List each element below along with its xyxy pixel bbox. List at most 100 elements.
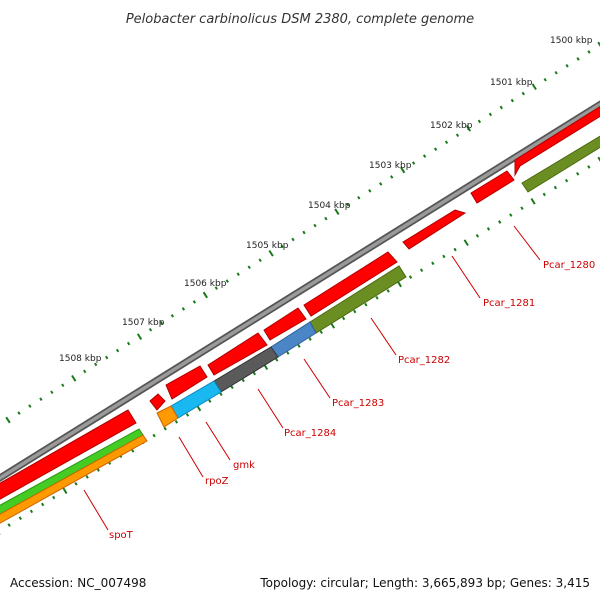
tick-label-1505: 1505 kbp — [246, 241, 289, 251]
minor-tick — [357, 195, 361, 200]
minor-tick — [554, 70, 558, 75]
minor-tick — [18, 516, 22, 521]
minor-tick — [61, 383, 65, 388]
minor-tick — [163, 426, 167, 431]
minor-tick — [258, 258, 262, 263]
gene-labels: Pcar_1280 Pcar_1281 Pcar_1282 Pcar_1283 … — [109, 260, 595, 541]
minor-tick — [576, 57, 580, 61]
minor-tick — [486, 227, 491, 231]
tick-label-1500: 1500 kbp — [550, 36, 593, 46]
category-track — [0, 135, 600, 524]
minor-tick — [302, 230, 306, 235]
minor-tick — [152, 433, 156, 438]
minor-tick — [419, 268, 424, 273]
minor-tick — [520, 206, 524, 211]
tick-label-1504: 1504 kbp — [308, 201, 351, 211]
minor-tick — [74, 481, 78, 486]
minor-tick — [115, 348, 120, 353]
minor-tick — [96, 468, 100, 472]
major-tick — [465, 124, 472, 132]
major-tick — [597, 156, 600, 162]
minor-tick — [444, 140, 449, 145]
minor-tick — [390, 175, 394, 179]
minor-tick — [236, 272, 240, 276]
major-tick — [463, 239, 469, 247]
minor-tick — [170, 314, 175, 318]
major-tick — [597, 41, 600, 47]
tick-label-1502: 1502 kbp — [430, 121, 473, 131]
minor-tick — [565, 64, 569, 68]
label-pcar-1282[interactable]: Pcar_1282 — [398, 355, 450, 366]
minor-tick — [50, 390, 54, 395]
minor-tick — [553, 185, 558, 190]
major-tick — [268, 249, 274, 257]
label-spot[interactable]: spoT — [109, 530, 134, 541]
minor-tick — [368, 189, 372, 193]
minor-tick — [353, 309, 357, 314]
minor-tick — [17, 411, 21, 415]
minor-tick — [411, 161, 416, 165]
minor-tick — [498, 220, 502, 224]
minor-tick — [542, 192, 546, 197]
minor-tick — [241, 378, 245, 383]
minor-tick — [375, 295, 379, 300]
gene-spot[interactable] — [0, 409, 137, 502]
minor-tick — [297, 344, 301, 348]
minor-tick — [587, 165, 591, 169]
accession-text: Accession: NC_007498 — [10, 576, 146, 590]
label-pcar-1284[interactable]: Pcar_1284 — [284, 428, 336, 439]
cat-pcar-1280 — [521, 135, 600, 193]
minor-tick — [174, 419, 179, 424]
gene-pcar-1280[interactable] — [514, 99, 600, 177]
label-pcar-1281[interactable]: Pcar_1281 — [483, 298, 535, 309]
minor-tick — [275, 357, 279, 362]
minor-tick — [433, 147, 438, 151]
minor-tick — [422, 154, 427, 158]
minor-tick — [7, 523, 11, 527]
minor-tick — [214, 286, 218, 290]
minor-tick — [181, 307, 186, 311]
minor-tick — [192, 300, 197, 304]
gene-pcar-1284[interactable] — [263, 307, 307, 341]
gene-pcar-1281[interactable] — [470, 170, 515, 204]
gene-pcar-1283[interactable] — [303, 251, 398, 317]
tick-label-1506: 1506 kbp — [184, 279, 227, 289]
minor-tick — [341, 316, 346, 321]
minor-tick — [208, 399, 212, 403]
label-pcar-1280[interactable]: Pcar_1280 — [543, 260, 595, 271]
minor-tick — [225, 279, 229, 283]
major-tick — [530, 197, 536, 205]
minor-tick — [185, 413, 190, 417]
tick-label-1503: 1503 kbp — [369, 161, 412, 171]
minor-tick — [364, 302, 368, 307]
gene-rpoz[interactable] — [165, 365, 208, 400]
minor-tick — [52, 495, 56, 500]
minor-tick — [386, 289, 390, 293]
gene-gmk[interactable] — [207, 332, 268, 376]
minor-tick — [286, 351, 290, 355]
gene-small[interactable] — [149, 393, 166, 411]
major-tick — [334, 208, 340, 216]
minor-tick — [291, 237, 295, 242]
cat-rpoz — [156, 405, 179, 428]
label-pcar-1283[interactable]: Pcar_1283 — [332, 398, 384, 409]
minor-tick — [543, 77, 547, 82]
minor-tick — [29, 509, 34, 514]
major-tick — [62, 487, 68, 495]
minor-tick — [521, 91, 525, 96]
minor-tick — [94, 362, 98, 367]
tick-marks — [0, 41, 600, 535]
backbone — [0, 100, 600, 483]
label-gmk[interactable]: gmk — [233, 460, 255, 471]
gene-pcar-1282[interactable] — [402, 209, 467, 250]
minor-tick — [308, 337, 312, 341]
minor-tick — [477, 119, 482, 124]
major-tick — [202, 291, 208, 299]
major-tick — [71, 374, 77, 382]
minor-tick — [39, 397, 43, 401]
minor-tick — [453, 247, 457, 252]
minor-tick — [564, 178, 569, 183]
minor-tick — [105, 355, 109, 360]
minor-tick — [230, 385, 234, 390]
label-rpoz[interactable]: rpoZ — [205, 476, 229, 487]
